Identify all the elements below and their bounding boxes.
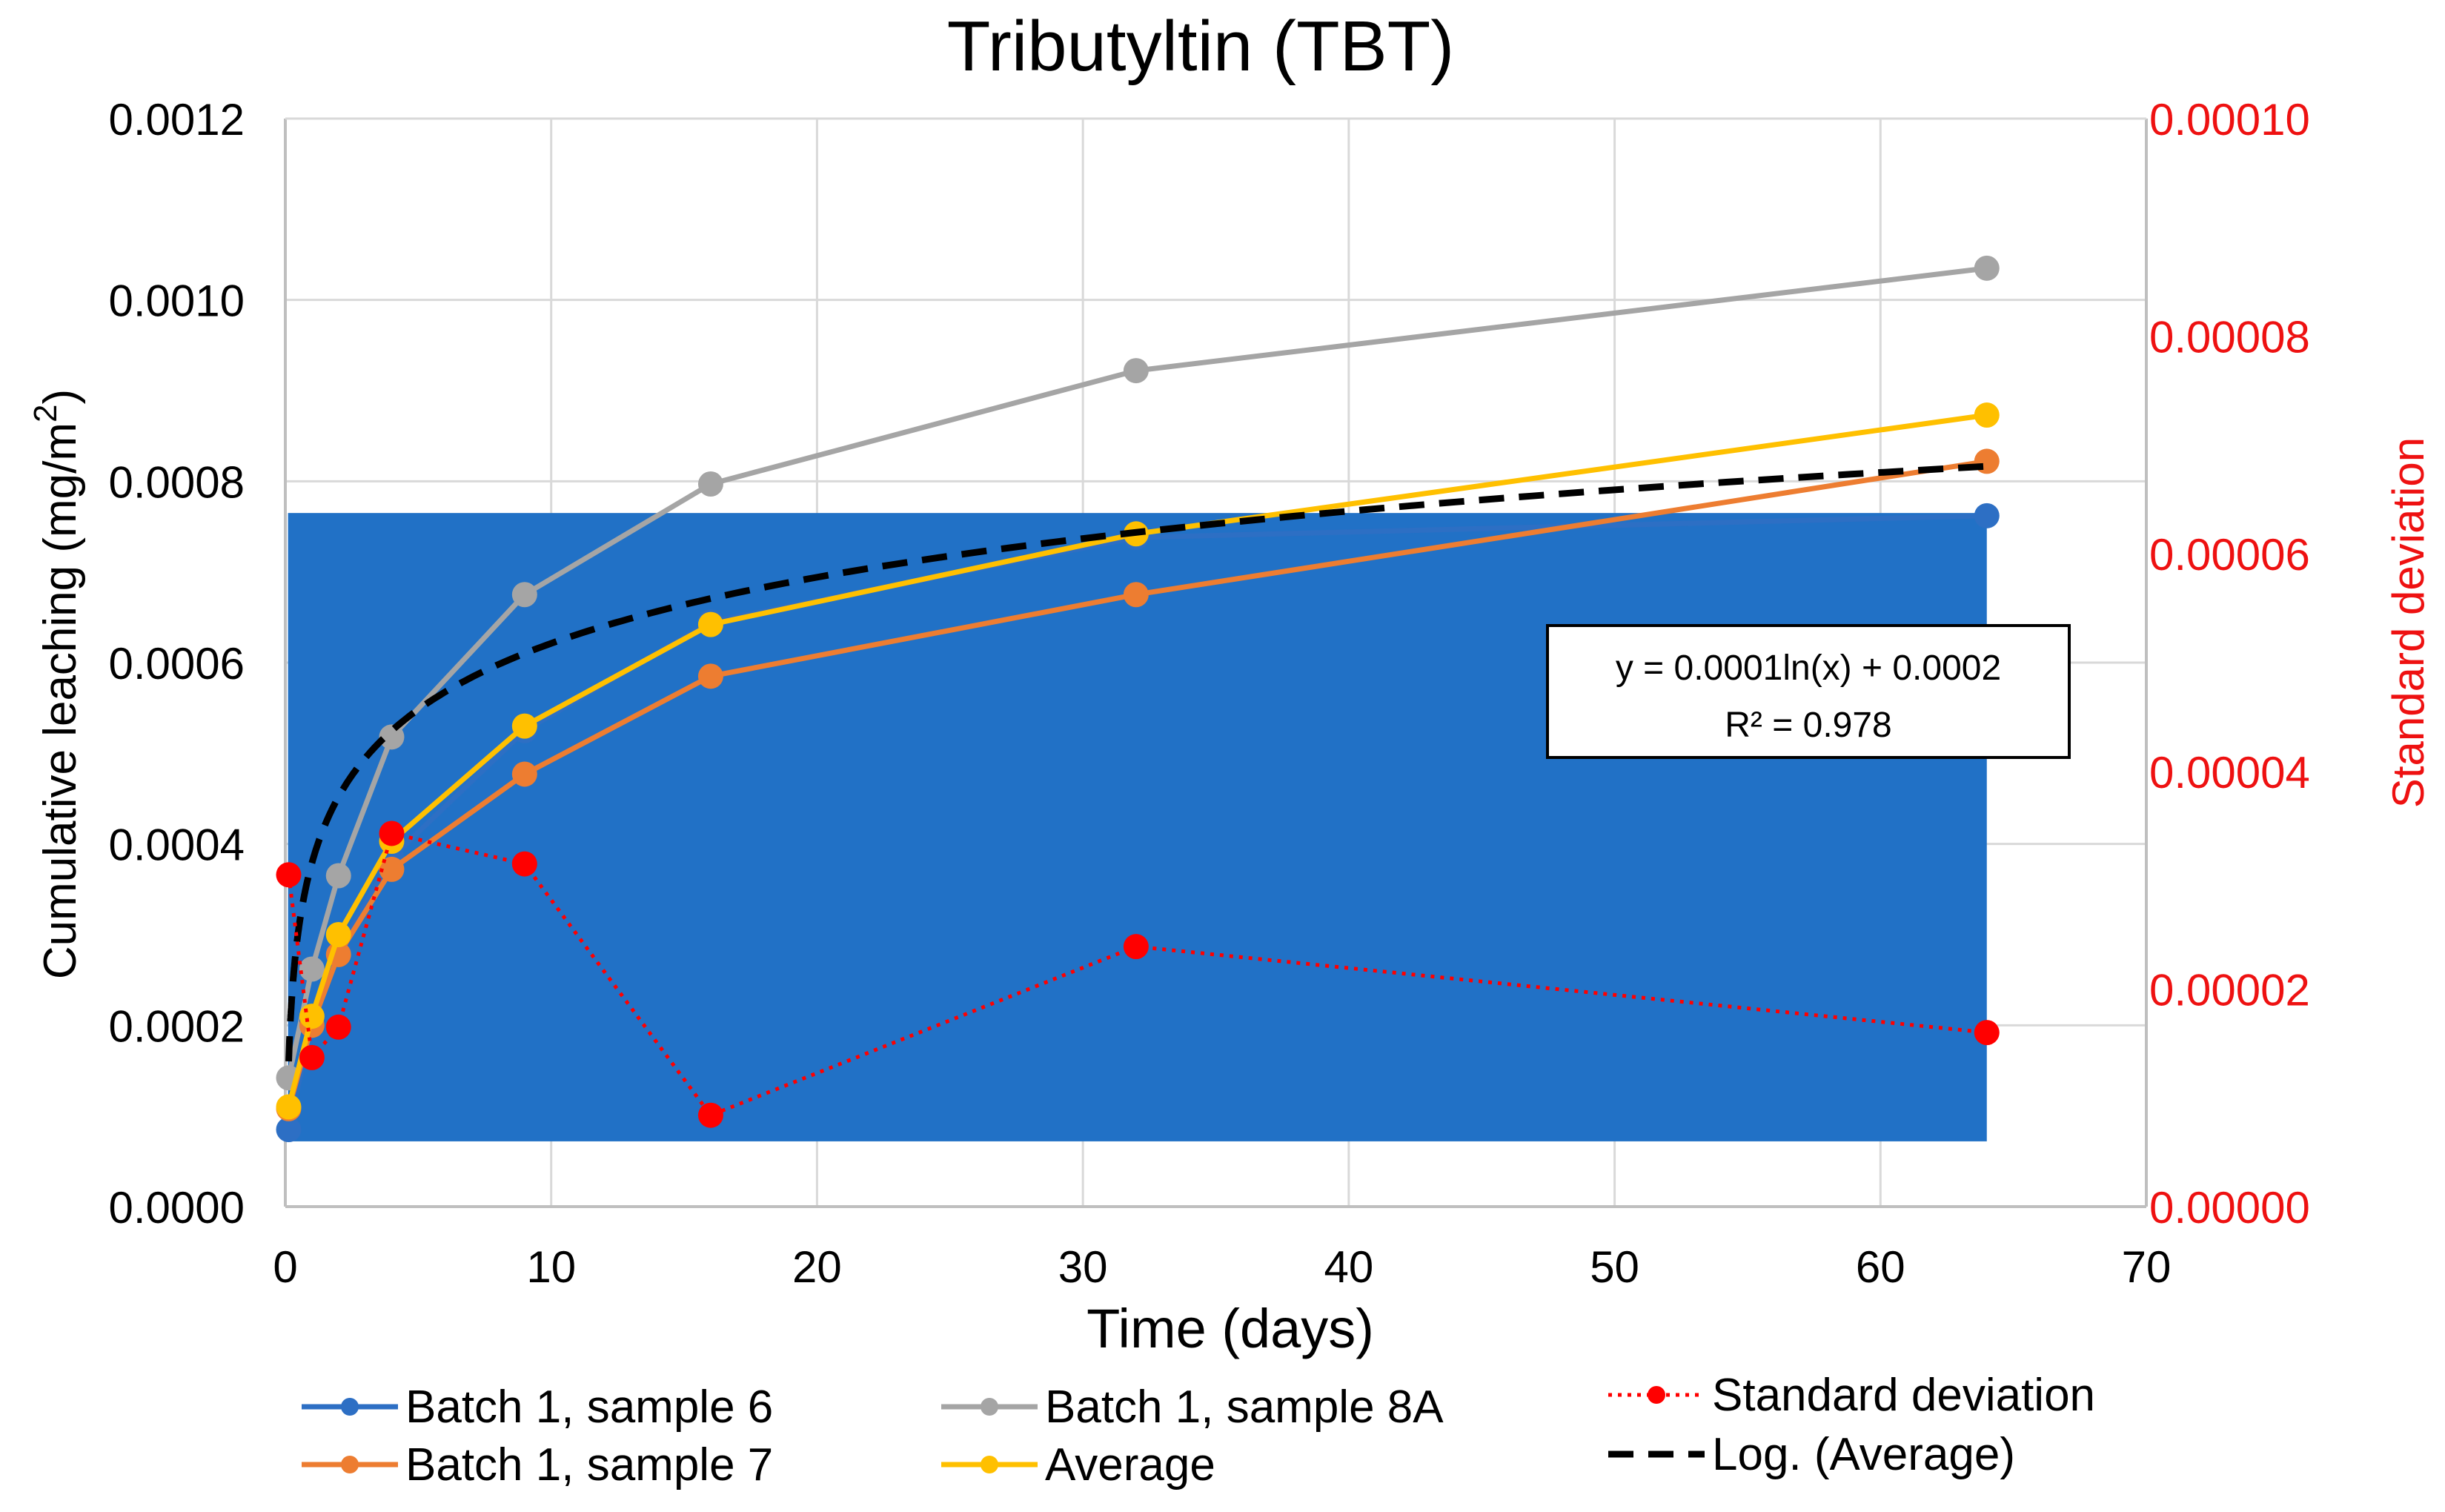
series-point [697,1102,723,1128]
legend-label: Average [1045,1439,1215,1491]
x-tick-label: 60 [1856,1242,1905,1292]
series-point [299,956,325,982]
y2-tick-label: 0.00002 [2149,965,2310,1015]
series-point [299,1044,325,1070]
series-point [1974,402,2000,428]
x-tick-label: 40 [1324,1242,1373,1292]
y-axis-label-close: ) [35,389,86,405]
y-axis-label-main: Cumulative leaching (mg/m [35,422,86,979]
legend-label: Standard deviation [1712,1370,2095,1421]
series-point [325,1014,351,1040]
series-point [1974,503,2000,528]
series-point [379,724,405,750]
series-line [287,832,1988,1118]
x-tick-label: 50 [1590,1242,1639,1292]
series-line [286,412,1988,1108]
x-tick-label: 20 [792,1242,842,1292]
legend-marker [341,1398,359,1416]
x-axis-label: Time (days) [1087,1298,1374,1359]
series-point [511,713,537,739]
legend-marker [981,1456,998,1473]
series-point [325,922,351,947]
y-tick-label: 0.0008 [108,457,245,507]
legend-marker [1648,1386,1665,1404]
series-point [1123,582,1149,608]
series-point [697,663,723,689]
y2-axis-label: Standard deviation [2383,437,2433,808]
y2-tick-label: 0.00010 [2149,95,2310,145]
legend-marker [341,1456,359,1473]
x-tick-label: 10 [526,1242,576,1292]
y2-tick-label: 0.00000 [2149,1183,2310,1233]
legend-label: Batch 1, sample 8A [1045,1382,1444,1433]
shaded-region-group [288,513,1987,1141]
series-point [697,471,723,497]
y-tick-label: 0.0010 [108,276,245,326]
legend-label: Log. (Average) [1712,1429,2015,1480]
y-axis-label-superscript: 2 [27,404,64,422]
y2-tick-label: 0.00008 [2149,313,2310,362]
y-tick-label: 0.0000 [108,1183,245,1233]
trendline-r-squared: R² = 0.978 [1725,706,1891,745]
series-point [299,1004,325,1029]
x-tick-label: 70 [2122,1242,2172,1292]
chart-title: Tributyltin (TBT) [947,7,1454,86]
y-tick-label: 0.0006 [108,639,245,689]
series-line [286,265,1988,1079]
y-tick-label: 0.0004 [108,820,245,870]
axes [284,117,2148,1208]
series-point [276,862,302,888]
trendline-equation: y = 0.0001ln(x) + 0.0002 [1616,649,2001,688]
series-point [511,761,537,787]
y-tick-label: 0.0012 [108,95,245,145]
trendline-equation-box: y = 0.0001ln(x) + 0.0002 R² = 0.978 [1546,624,2071,759]
series-point [1123,934,1149,960]
series-point [511,851,537,877]
series-point [276,1094,302,1120]
legend-marker [981,1398,998,1416]
series-point [1974,255,2000,281]
y-axis-label: Cumulative leaching (mg/m2) [27,389,86,979]
x-tick-label: 0 [273,1242,297,1292]
legend: Batch 1, sample 6 Batch 1, sample 7 Batch … [302,1370,2095,1491]
series-point [1123,358,1149,384]
series-point [1974,1020,2000,1046]
series-group [276,255,2000,1143]
trendline [285,462,1988,1062]
y2-tick-label: 0.00006 [2149,530,2310,580]
y-tick-label: 0.0002 [108,1001,245,1051]
tick-labels: 0.0000 0.0002 0.0004 0.0006 0.0008 0.0010 0.00… [108,95,2309,1292]
shaded-region [288,513,1987,1141]
series-point [511,582,537,608]
series-point [325,863,351,889]
series-point [1974,448,2000,474]
series-point [276,1117,302,1143]
legend-label: Batch 1, sample 7 [405,1439,773,1491]
y2-tick-label: 0.00004 [2149,748,2310,798]
legend-label: Batch 1, sample 6 [405,1382,773,1433]
series-point [379,820,405,846]
series-point [697,611,723,637]
x-tick-label: 30 [1058,1242,1108,1292]
